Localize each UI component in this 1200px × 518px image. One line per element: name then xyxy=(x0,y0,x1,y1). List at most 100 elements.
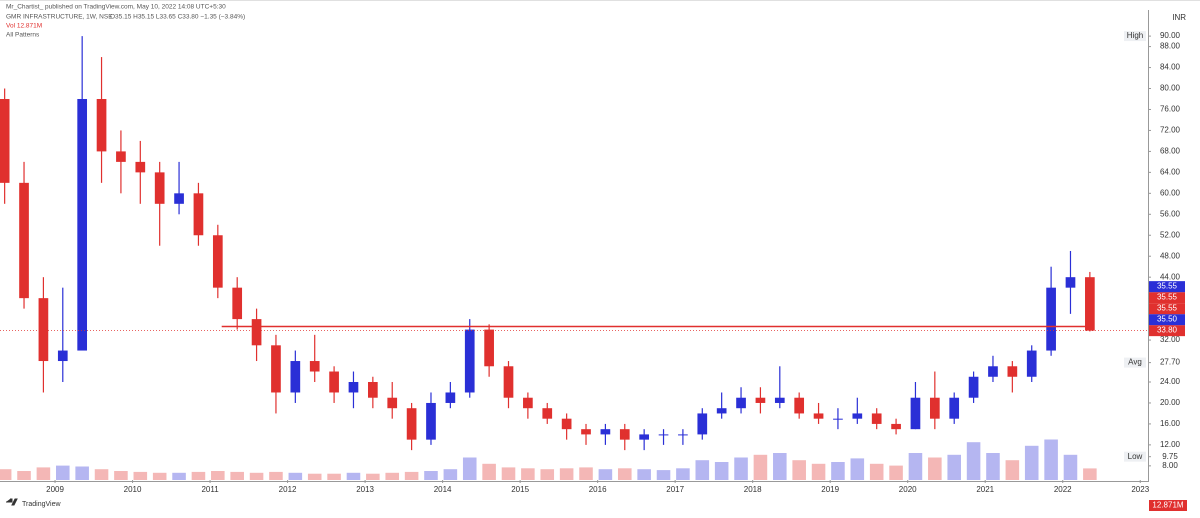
candle-body xyxy=(348,381,359,393)
volume-bar xyxy=(56,465,70,480)
volume-bar xyxy=(579,467,593,480)
x-tick-label: 2023 xyxy=(1131,485,1149,494)
candle-body xyxy=(561,418,572,430)
candle-body xyxy=(523,397,533,409)
volume-bar xyxy=(230,471,244,480)
candle-body xyxy=(910,397,921,430)
x-tick-label: 2022 xyxy=(1054,485,1072,494)
x-tick-label: 2010 xyxy=(124,485,142,494)
price-tag-label: 35.50 xyxy=(1157,315,1178,324)
candle-body xyxy=(232,287,243,320)
candle-body xyxy=(774,397,785,403)
y-tick-label: 20.00 xyxy=(1160,398,1181,407)
volume-bar xyxy=(521,468,535,480)
volume-bar xyxy=(598,469,613,480)
volume-bar xyxy=(191,471,206,480)
x-tick-label: 2015 xyxy=(511,485,529,494)
price-tag-label: 35.55 xyxy=(1157,304,1178,313)
stat-name: High xyxy=(1127,31,1143,40)
volume-bar xyxy=(307,473,322,480)
candle-body xyxy=(271,345,281,393)
volume-bar xyxy=(676,468,690,480)
stat-label: 27.70 xyxy=(1160,358,1181,367)
x-tick-label: 2020 xyxy=(899,485,917,494)
y-tick-label: 84.00 xyxy=(1160,63,1181,72)
x-tick-label: 2014 xyxy=(434,485,452,494)
volume-bar xyxy=(656,470,671,480)
y-tick-label: 68.00 xyxy=(1160,147,1181,156)
y-tick-label: 56.00 xyxy=(1160,209,1181,218)
stat-tag xyxy=(1124,451,1146,462)
volume-bar xyxy=(501,467,516,480)
volume-tag xyxy=(1149,500,1187,511)
candle-body xyxy=(426,402,436,440)
logo xyxy=(6,498,18,506)
volume-bar xyxy=(1044,439,1058,480)
y-tick-label: 80.00 xyxy=(1160,84,1181,93)
candle-body xyxy=(484,329,494,367)
candle-body xyxy=(368,381,378,398)
x-tick-label: 2012 xyxy=(279,485,297,494)
x-tick-label: 2011 xyxy=(201,485,219,494)
x-tick-label: 2021 xyxy=(976,485,994,494)
candle-body xyxy=(57,350,68,362)
volume-bar xyxy=(947,454,961,480)
candle-body xyxy=(251,319,262,346)
candle-body xyxy=(19,182,29,299)
y-tick-label: 16.00 xyxy=(1160,419,1181,428)
candle-body xyxy=(929,397,940,419)
volume-bar xyxy=(94,469,109,480)
candle-body xyxy=(968,376,979,398)
volume-bar xyxy=(714,462,729,480)
y-tick-label: 32.00 xyxy=(1160,335,1181,344)
x-tick-label: 2019 xyxy=(821,485,839,494)
stat-label: 9.75 xyxy=(1162,452,1178,461)
x-tick-label: 2018 xyxy=(744,485,762,494)
volume-bar xyxy=(482,463,496,480)
candle-body xyxy=(736,397,746,409)
volume-bar xyxy=(0,469,12,480)
price-tag xyxy=(1149,303,1185,315)
y-tick-label: 52.00 xyxy=(1160,230,1181,239)
volume-bar xyxy=(462,457,477,480)
price-tag xyxy=(1149,292,1185,304)
candle-body xyxy=(716,408,727,414)
candle-body xyxy=(174,193,184,204)
candle-body xyxy=(154,172,165,204)
candle-body xyxy=(290,361,301,393)
candle-body xyxy=(406,408,417,440)
volume-bar xyxy=(734,457,748,480)
volume-bar xyxy=(908,453,923,480)
price-tag-label: 35.55 xyxy=(1157,293,1178,302)
y-tick-label: 8.00 xyxy=(1162,461,1178,470)
volume-bar xyxy=(211,471,225,480)
volume-bar xyxy=(831,462,845,480)
price-tag xyxy=(1149,314,1185,326)
y-tick-label: 64.00 xyxy=(1160,167,1181,176)
y-tick-label: 60.00 xyxy=(1160,188,1181,197)
volume-bar xyxy=(152,472,167,480)
candle-body xyxy=(1046,287,1056,351)
price-tag xyxy=(1149,325,1185,337)
candle-body xyxy=(329,371,339,393)
candle-body xyxy=(1026,350,1037,377)
volume-bar xyxy=(695,460,710,480)
y-tick-label: 48.00 xyxy=(1160,251,1181,260)
stat-tag xyxy=(1124,31,1146,42)
candle-body xyxy=(77,98,88,351)
candle-body xyxy=(755,397,766,403)
x-tick-label: 2009 xyxy=(46,485,64,494)
y-tick-label: 44.00 xyxy=(1160,272,1181,281)
volume-bar xyxy=(133,471,148,480)
volume-bar xyxy=(424,471,438,480)
y-tick-label: 12.00 xyxy=(1160,440,1181,449)
candle-body xyxy=(658,434,669,436)
volume-bar xyxy=(753,454,768,480)
candle-body xyxy=(619,429,630,440)
volume-bar xyxy=(249,472,264,480)
candle-body xyxy=(1065,277,1076,288)
candle-body xyxy=(639,434,649,440)
x-tick-label: 2017 xyxy=(666,485,684,494)
volume-bar xyxy=(1024,445,1039,480)
